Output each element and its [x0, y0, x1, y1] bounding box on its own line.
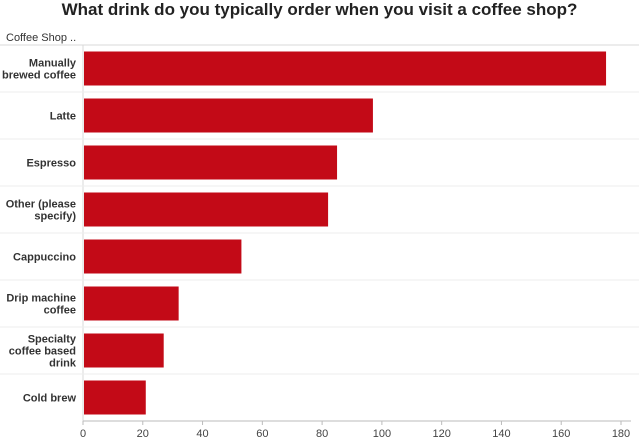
- x-tick-label: 140: [492, 428, 510, 440]
- category-label: Manually brewed coffee: [2, 58, 77, 82]
- category-label: Cappuccino: [13, 252, 76, 264]
- bar: [84, 239, 242, 274]
- x-tick-label: 180: [612, 428, 630, 440]
- bar: [84, 98, 373, 133]
- x-tick-label: 160: [552, 428, 570, 440]
- category-label: Drip machine coffee: [6, 293, 76, 317]
- category-label: Specialty coffee based drink: [9, 334, 77, 370]
- x-tick-label: 40: [196, 428, 208, 440]
- x-tick-label: 60: [256, 428, 268, 440]
- bar: [84, 192, 329, 227]
- bar: [84, 145, 338, 180]
- category-label: Other (please specify): [6, 199, 77, 223]
- x-tick-label: 0: [80, 428, 86, 440]
- x-tick-label: 100: [373, 428, 391, 440]
- x-tick-label: 20: [137, 428, 149, 440]
- chart-title: What drink do you typically order when y…: [61, 0, 578, 19]
- category-label: Cold brew: [23, 393, 77, 405]
- bar: [84, 51, 607, 86]
- bar: [84, 380, 146, 415]
- bar: [84, 286, 179, 321]
- x-tick-label: 120: [432, 428, 450, 440]
- category-label: Latte: [50, 111, 76, 123]
- row-header[interactable]: Coffee Shop ..: [6, 32, 77, 44]
- bar: [84, 333, 164, 368]
- x-tick-label: 80: [316, 428, 328, 440]
- category-label: Espresso: [26, 158, 76, 170]
